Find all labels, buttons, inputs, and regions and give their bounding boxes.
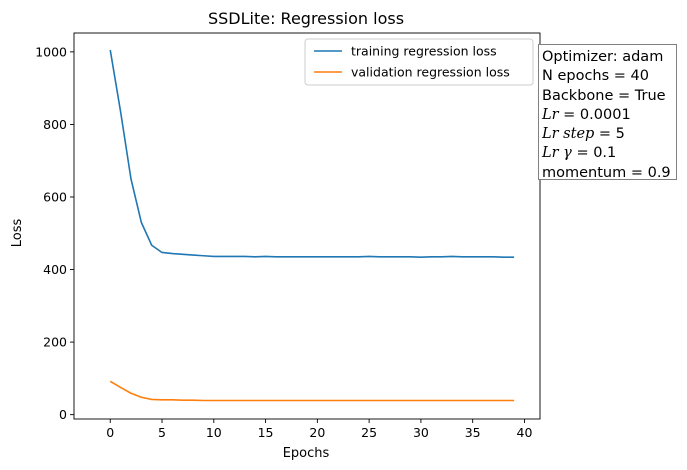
x-tick-label: 15 [258, 425, 274, 440]
optimizer-text: Optimizer: adam [542, 49, 664, 65]
y-tick-label: 400 [43, 262, 67, 277]
momentum-text: momentum = 0.9 [542, 164, 671, 181]
chart-title: SSDLite: Regression loss [208, 9, 404, 28]
lr-gamma-value: = 0.1 [571, 145, 617, 162]
lr-gamma-symbol: Lr γ [542, 145, 572, 162]
hyperparameter-box: Optimizer: adam N epochs = 40 Backbone =… [538, 44, 677, 181]
y-tick-label: 200 [43, 335, 67, 350]
series-line-2 [109, 380, 515, 402]
lr-step-symbol: Lr step [542, 126, 595, 143]
lr-value: = 0.0001 [558, 106, 631, 123]
x-tick-label: 0 [106, 425, 114, 440]
y-tick-label: 1000 [35, 44, 67, 59]
legend-frame [304, 38, 534, 86]
lr-step-value: = 5 [594, 126, 625, 143]
lr-step-text: Lr step = 5 [542, 125, 676, 144]
y-tick-label: 800 [43, 117, 67, 132]
legend-label-2: validation regression loss [351, 65, 510, 80]
backbone-text: Backbone = True [542, 87, 666, 104]
epochs-text: N epochs = 40 [542, 68, 649, 85]
plot-frame [73, 32, 541, 420]
x-tick-label: 30 [413, 425, 429, 440]
x-tick-label: 10 [206, 425, 222, 440]
lr-symbol: Lr [542, 106, 559, 123]
x-axis-label: Epochs [283, 446, 330, 461]
y-tick-label: 0 [59, 407, 67, 422]
x-tick-label: 20 [309, 425, 325, 440]
x-tick-label: 25 [361, 425, 377, 440]
x-tick-label: 40 [517, 425, 533, 440]
x-tick-label: 5 [158, 425, 166, 440]
lr-gamma-text: Lr γ = 0.1 [542, 144, 676, 163]
x-tick-label: 35 [465, 425, 481, 440]
y-axis-label: Loss [10, 219, 25, 248]
series-line-1 [109, 49, 515, 259]
y-tick-label: 600 [43, 189, 67, 204]
legend-label-1: training regression loss [351, 44, 497, 59]
lr-text: Lr = 0.0001 [542, 106, 676, 125]
legend: training regression loss validation regre… [304, 38, 534, 86]
